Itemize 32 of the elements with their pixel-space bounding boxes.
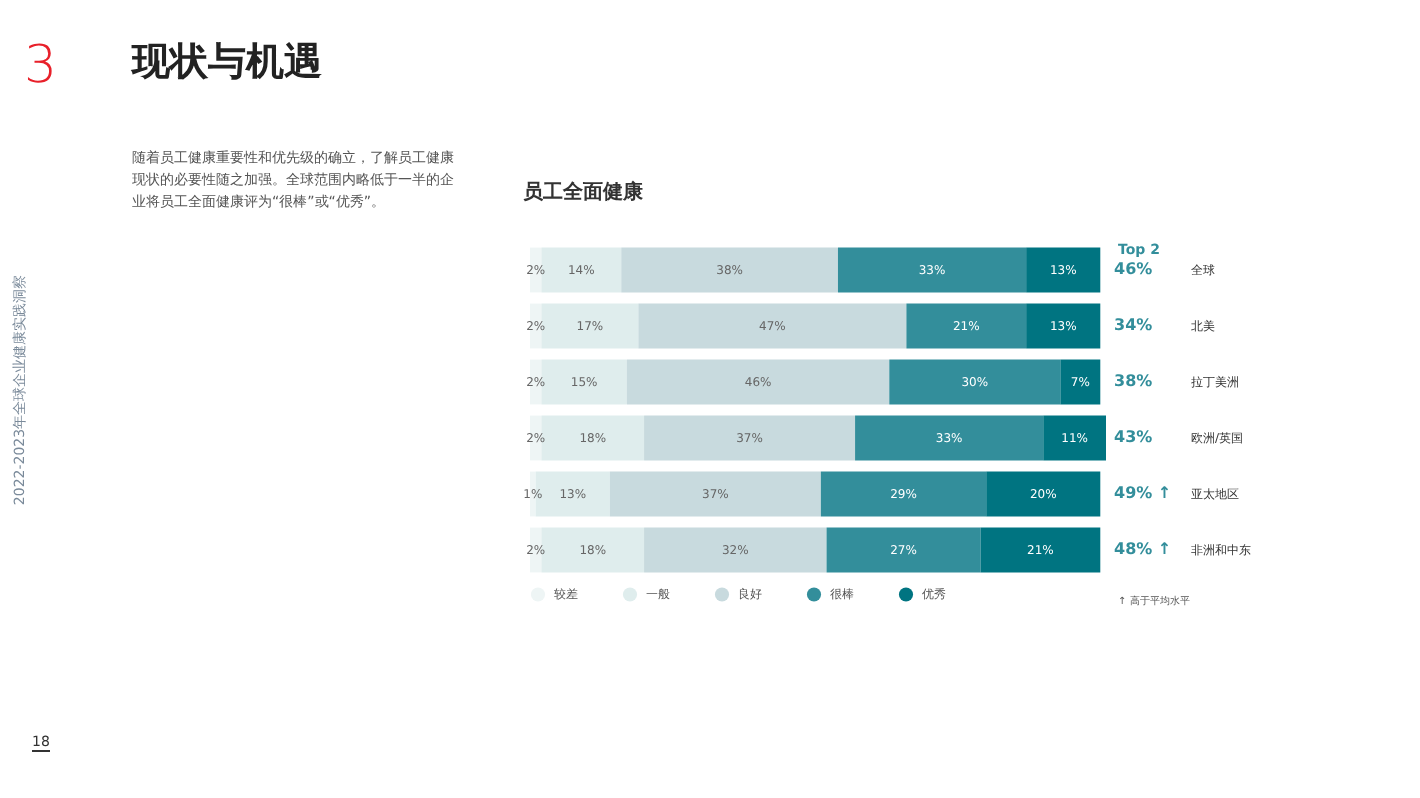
bar [541,247,622,293]
bar [837,247,1027,293]
bar [541,303,639,349]
bar [889,359,1061,405]
text: 3 [24,36,58,96]
bar [855,415,1044,461]
bar [644,527,827,573]
text: 46% [1114,260,1153,278]
bar [1060,359,1101,405]
text: 38% [1114,372,1153,390]
text: 43% [1114,428,1153,446]
chart-title: 员工全面健康 [521,180,646,204]
bar [826,527,981,573]
bar [541,359,627,405]
bar [1026,303,1101,349]
bar [626,359,890,405]
text: 48% ↑ [1114,540,1172,558]
bar [986,471,1101,517]
bar [1043,415,1106,461]
bar [621,247,838,293]
bar [820,471,987,517]
bar [541,527,645,573]
bar [1026,247,1101,293]
text: 现状与机遇 [132,38,322,88]
bar [906,303,1027,349]
bar [644,415,856,461]
text: 49% ↑ [1114,484,1172,502]
bar [638,303,907,349]
text: 34% [1114,316,1153,334]
bar [980,527,1101,573]
bar [541,415,645,461]
bar [609,471,821,517]
